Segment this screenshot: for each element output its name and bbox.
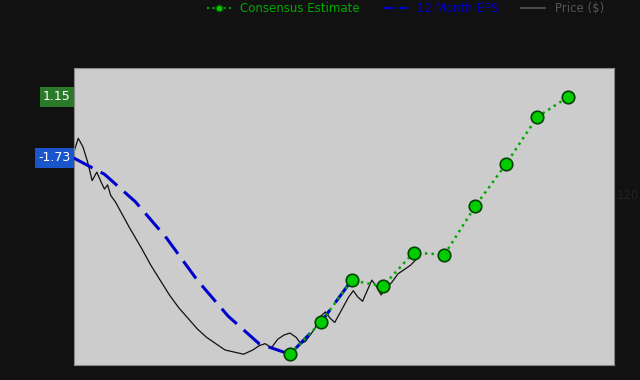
Text: 120.95: 120.95 bbox=[617, 189, 640, 202]
Legend: Consensus Estimate, 12 Month EPS, Price ($): Consensus Estimate, 12 Month EPS, Price … bbox=[202, 0, 609, 20]
Text: -1.73: -1.73 bbox=[38, 152, 71, 165]
Text: 1.15: 1.15 bbox=[43, 90, 71, 103]
